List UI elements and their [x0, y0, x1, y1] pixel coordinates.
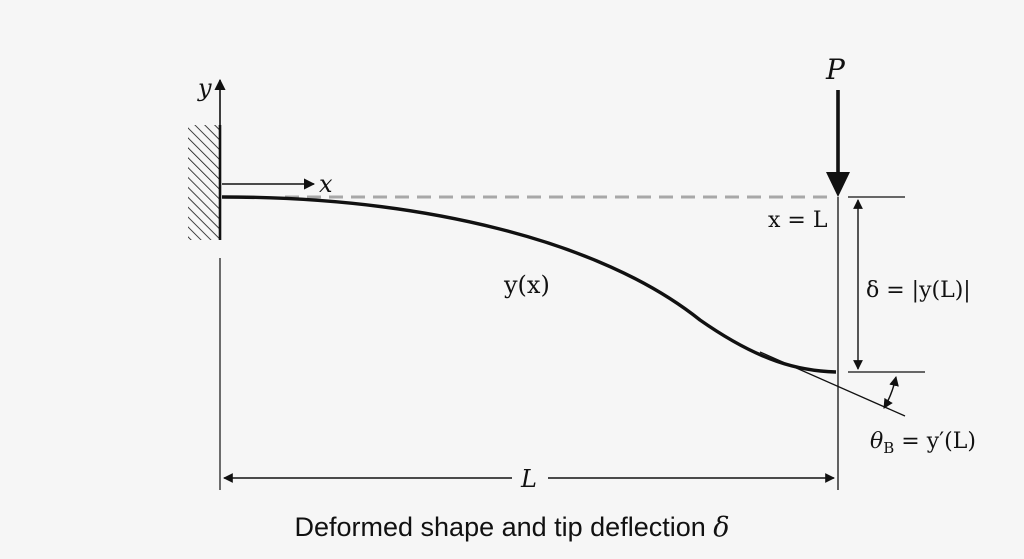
load-label: P: [825, 53, 846, 86]
slope-label: θB = y′(L): [870, 429, 976, 457]
wall-hatch: [188, 125, 220, 240]
fixed-support: [188, 125, 222, 240]
deflected-beam-curve: [221, 195, 837, 374]
x-axis-label: x: [319, 170, 333, 198]
load-arrow: [826, 90, 850, 197]
curve-label: y(x): [503, 271, 550, 299]
tip-tangent-line: [759, 351, 906, 417]
diagram-caption: Deformed shape and tip deflection δ: [294, 512, 729, 543]
x-equals-L-label: x = L: [768, 208, 828, 233]
deflection-label: δ = |y(L)|: [866, 278, 971, 303]
slope-angle-arrow: [883, 376, 899, 409]
y-axis-label: y: [197, 74, 212, 102]
length-label: L: [520, 465, 537, 493]
